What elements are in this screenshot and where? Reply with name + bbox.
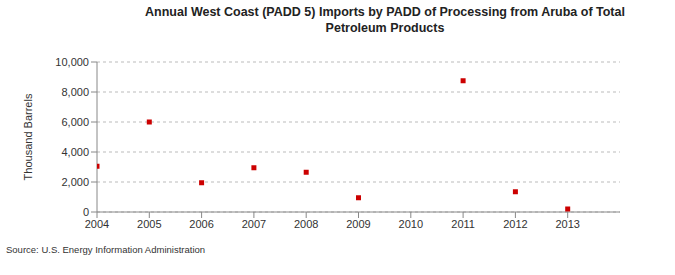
svg-text:2009: 2009 xyxy=(346,218,370,230)
svg-text:Thousand Barrels: Thousand Barrels xyxy=(22,93,34,180)
svg-text:0: 0 xyxy=(83,206,89,218)
svg-text:2012: 2012 xyxy=(503,218,527,230)
svg-text:8,000: 8,000 xyxy=(61,86,89,98)
svg-text:2004: 2004 xyxy=(85,218,109,230)
html-text:Source: U.S. Energy Informatio: Source: U.S. Energy Information Administ… xyxy=(6,244,206,255)
svg-text:2011: 2011 xyxy=(451,218,475,230)
svg-text:2010: 2010 xyxy=(399,218,423,230)
svg-text:2005: 2005 xyxy=(137,218,161,230)
svg-text:2008: 2008 xyxy=(294,218,318,230)
svg-text:2006: 2006 xyxy=(189,218,213,230)
svg-text:4,000: 4,000 xyxy=(61,146,89,158)
svg-text:2007: 2007 xyxy=(242,218,266,230)
html-text:Annual West Coast (PADD 5) Imp: Annual West Coast (PADD 5) Imports by PA… xyxy=(145,5,625,35)
svg-text:10,000: 10,000 xyxy=(55,56,89,68)
svg-text:2,000: 2,000 xyxy=(61,176,89,188)
svg-text:6,000: 6,000 xyxy=(61,116,89,128)
svg-text:2013: 2013 xyxy=(555,218,579,230)
